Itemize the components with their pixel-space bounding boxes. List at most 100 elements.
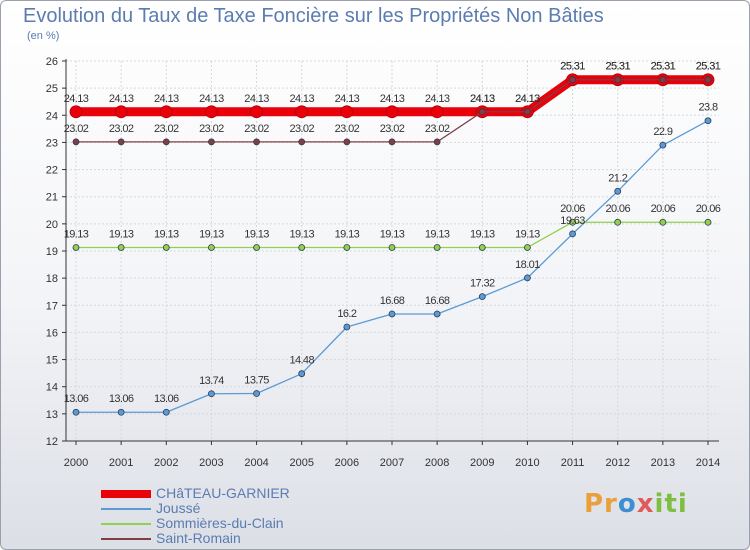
brand-part-4: iti [654, 489, 688, 519]
series-point-1 [704, 117, 712, 125]
series-point-3 [162, 138, 170, 146]
series-point-0 [340, 105, 354, 119]
data-label-0: 24.13 [244, 93, 269, 105]
brand-logo: Proxiti [584, 489, 688, 519]
series-point-0 [385, 105, 399, 119]
series-point-1 [117, 408, 125, 416]
data-label-1: 22.9 [653, 126, 672, 138]
data-label-2: 20.06 [560, 203, 585, 215]
data-label-3: 25.31 [651, 61, 676, 73]
series-point-2 [524, 244, 531, 251]
series-point-3 [659, 76, 667, 84]
data-label-1: 13.06 [154, 393, 179, 405]
data-label-1: 16.68 [425, 295, 450, 307]
data-label-3: 23.02 [289, 123, 314, 135]
series-point-1 [253, 390, 260, 397]
y-tick-label: 26 [46, 56, 58, 68]
data-label-1: 14.48 [289, 355, 314, 367]
data-label-0: 25.31 [560, 61, 585, 73]
y-axis-unit-label: (en %) [27, 30, 60, 42]
series-point-1 [298, 370, 306, 378]
y-tick-label: 15 [46, 355, 58, 367]
data-label-3: 23.02 [425, 123, 450, 135]
legend-swatch [101, 538, 151, 540]
data-label-1: 13.06 [109, 393, 134, 405]
data-label-3: 23.02 [64, 123, 89, 135]
series-point-0 [250, 105, 263, 119]
legend-swatch [101, 523, 151, 525]
data-label-3: 23.02 [244, 123, 269, 135]
series-point-1 [478, 293, 486, 301]
data-label-2: 19.13 [380, 228, 405, 240]
data-label-3: 24.13 [470, 93, 495, 105]
data-label-2: 19.13 [515, 228, 540, 240]
x-tick-label: 2012 [605, 457, 629, 469]
legend-swatch [101, 508, 151, 510]
x-tick-label: 2010 [515, 457, 539, 469]
x-tick-label: 2006 [335, 457, 359, 469]
legend-swatch [101, 490, 151, 498]
x-tick-label: 2002 [154, 457, 178, 469]
series-point-2 [298, 244, 306, 251]
series-point-3 [72, 138, 80, 146]
series-point-1 [569, 230, 576, 238]
series-point-2 [569, 218, 576, 226]
data-label-1: 21.2 [608, 172, 627, 184]
series-point-3 [208, 138, 215, 146]
data-label-2: 19.13 [154, 228, 179, 240]
data-label-3: 23.02 [380, 123, 405, 135]
y-tick-label: 18 [46, 273, 58, 285]
data-label-0: 24.13 [335, 93, 360, 105]
data-label-0: 24.13 [425, 93, 450, 105]
data-label-0: 24.13 [64, 93, 89, 105]
data-label-0: 25.31 [605, 61, 630, 73]
data-label-2: 20.06 [605, 203, 630, 215]
series-point-3 [478, 108, 486, 116]
x-tick-label: 2014 [696, 457, 720, 469]
data-label-2: 19.13 [425, 228, 450, 240]
series-point-3 [433, 138, 441, 146]
y-tick-label: 23 [46, 137, 58, 149]
data-label-0: 24.13 [199, 93, 224, 105]
series-point-0 [295, 105, 309, 119]
legend-label: Joussé [156, 500, 201, 516]
data-label-2: 19.13 [244, 228, 269, 240]
y-tick-label: 19 [46, 246, 58, 258]
series-point-2 [704, 218, 712, 226]
y-tick-label: 13 [46, 409, 58, 421]
x-tick-label: 2001 [109, 457, 133, 469]
y-tick-label: 25 [46, 83, 58, 95]
series-point-3 [569, 76, 576, 84]
data-label-1: 23.8 [698, 102, 717, 114]
data-label-3: 25.31 [605, 61, 630, 73]
y-tick-label: 16 [46, 327, 58, 339]
y-tick-label: 22 [46, 165, 58, 177]
y-tick-label: 24 [46, 110, 58, 122]
data-label-2: 20.06 [651, 203, 676, 215]
brand-part-1: Pr [584, 489, 618, 519]
legend-label: CHâTEAU-GARNIER [156, 485, 290, 501]
x-tick-label: 2004 [244, 457, 268, 469]
brand-part-2: o [617, 489, 637, 519]
x-tick-label: 2008 [425, 457, 449, 469]
series-point-1 [343, 323, 351, 331]
data-label-0: 24.13 [515, 93, 540, 105]
data-label-3: 25.31 [696, 61, 721, 73]
data-label-3: 23.02 [109, 123, 134, 135]
data-label-1: 16.2 [337, 308, 356, 320]
series-point-3 [298, 138, 306, 146]
series-point-2 [208, 244, 215, 251]
data-label-2: 19.13 [289, 228, 314, 240]
y-tick-label: 20 [46, 219, 58, 231]
series-point-1 [614, 187, 622, 195]
x-tick-label: 2013 [651, 457, 675, 469]
series-point-3 [343, 138, 351, 146]
y-tick-label: 14 [46, 382, 58, 394]
series-point-3 [388, 138, 396, 146]
x-tick-label: 2007 [380, 457, 404, 469]
series-point-0 [430, 105, 444, 119]
data-label-0: 24.13 [470, 93, 495, 105]
data-label-1: 18.01 [515, 259, 540, 271]
series-point-3 [614, 76, 622, 84]
